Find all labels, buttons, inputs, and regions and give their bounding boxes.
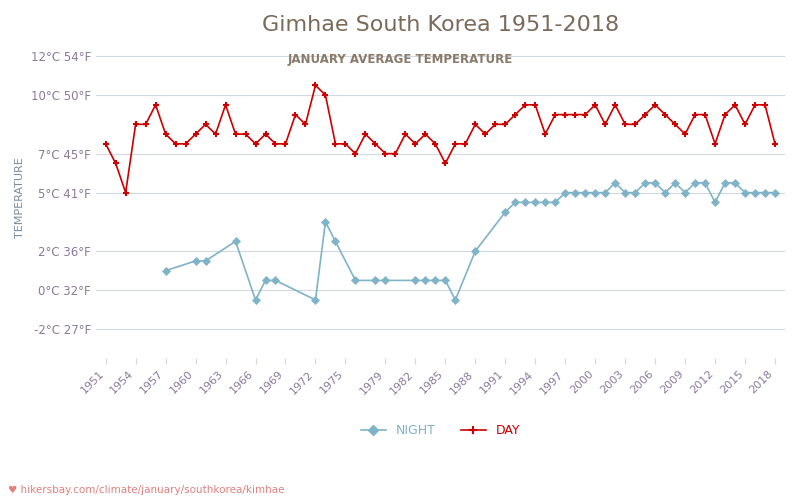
Text: ♥ hikersbay.com/climate/january/southkorea/kimhae: ♥ hikersbay.com/climate/january/southkor…: [8, 485, 285, 495]
Y-axis label: TEMPERATURE: TEMPERATURE: [15, 157, 25, 238]
Title: Gimhae South Korea 1951-2018: Gimhae South Korea 1951-2018: [262, 15, 619, 35]
Text: JANUARY AVERAGE TEMPERATURE: JANUARY AVERAGE TEMPERATURE: [287, 52, 513, 66]
Legend: NIGHT, DAY: NIGHT, DAY: [356, 420, 525, 442]
